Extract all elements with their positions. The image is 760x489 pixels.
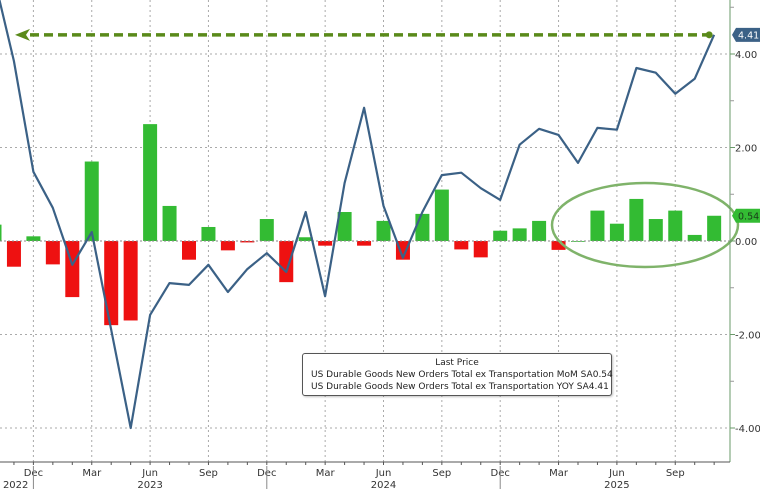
mom-bar [162,205,177,241]
x-month-label: Jun [375,468,392,479]
last-value-labels: 4.41 0.54 [732,27,760,223]
mom-bar [182,241,196,260]
mom-bar [493,230,508,241]
x-month-label: Jun [141,468,158,479]
legend-entry-yoy: US Durable Goods New Orders Total ex Tra… [303,381,611,393]
x-axis: Dec Mar Jun Sep Dec Mar Jun Sep Dec Mar Jun Sep2022… [0,461,730,489]
x-year-label: 2023 [137,480,162,489]
mom-bar [26,236,41,241]
mom-bar [707,215,722,241]
mom-bar [6,241,21,267]
y-tick-label: 0.00 [735,237,757,248]
mom-bar [687,234,702,241]
mom-bar [590,210,605,241]
mom-bar [668,210,683,241]
mom-bar [45,241,60,265]
x-year-label: 2022 [3,480,28,489]
x-month-label: Sep [199,468,218,479]
arrow-end-dot [705,31,713,39]
mom-bar [84,161,99,241]
mom-bar [337,212,352,241]
mom-bar [648,219,663,241]
mom-bar [473,241,488,258]
mom-bar [0,224,2,241]
y-tick-label: 2.00 [735,144,757,155]
mom-bar [357,241,372,246]
mom-bar [415,213,430,241]
mom-bar [298,237,313,241]
mom-bar [454,241,469,250]
mom-last-value-badge [732,208,760,223]
y-tick-label: -2.00 [735,331,760,342]
x-month-label: Mar [316,468,336,479]
x-month-label: Sep [666,468,685,479]
y-tick-label: -4.00 [735,424,760,435]
legend-label-yoy: US Durable Goods New Orders Total ex Tra… [311,382,589,392]
mom-bar [629,198,644,241]
mom-bars [0,124,722,326]
mom-bar [201,226,216,241]
annotations [15,28,740,269]
mom-bar [609,223,624,241]
mom-bar [551,241,566,250]
x-month-label: Sep [432,468,451,479]
legend-value-mom: 0.54 [592,370,613,380]
mom-bar [143,124,158,241]
yoy-last-value-badge [732,27,760,42]
arrowhead-left-icon [15,28,30,41]
x-month-label: Jun [608,468,625,479]
x-year-label: 2025 [604,480,629,489]
mom-bar [259,219,274,241]
mom-bar [279,241,294,283]
legend: Last Price US Durable Goods New Orders T… [302,353,613,396]
legend-label-mom: US Durable Goods New Orders Total ex Tra… [311,370,593,380]
legend-value-yoy: 4.41 [588,382,609,392]
mom-bar [512,228,527,241]
y-axis: 4.00 2.00 0.00 -2.00 -4.00 [729,0,760,462]
yoy-line [0,0,716,430]
legend-entry-mom: US Durable Goods New Orders Total ex Tra… [303,369,613,381]
x-month-label: Mar [549,468,569,479]
mom-bar [240,241,255,243]
mom-bar [434,189,449,241]
mom-bar [123,241,138,321]
x-year-label: 2024 [371,480,396,489]
x-month-label: Mar [82,468,102,479]
yoy-last-value-text: 4.41 [738,30,759,41]
legend-title: Last Price [435,358,479,368]
y-tick-label: 4.00 [735,50,757,61]
mom-bar [376,220,391,241]
mom-last-value-text: 0.54 [738,211,759,222]
highlight-ellipse [550,181,740,269]
mom-bar [532,220,547,241]
mom-bar [220,241,235,251]
mom-bar [318,241,333,246]
mom-bar [104,241,119,326]
